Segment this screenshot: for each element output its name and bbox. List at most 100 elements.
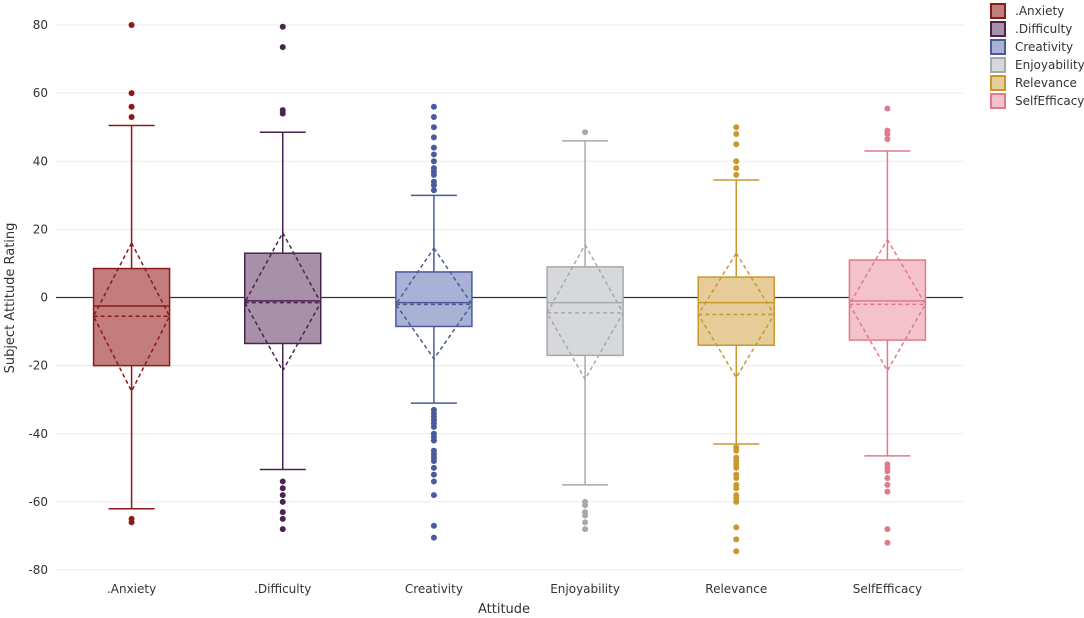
outlier-point [884,481,891,488]
legend-label: SelfEfficacy [1015,94,1084,108]
legend-item-4[interactable]: Relevance [990,75,1077,91]
outlier-point [128,90,135,97]
box-group-1[interactable] [243,23,322,533]
outlier-point [733,485,740,492]
outlier-point [430,182,437,189]
outlier-point [430,103,437,110]
iqr-box [92,267,171,367]
iqr-box [244,252,322,345]
outlier-point [884,468,891,475]
outlier-point [128,103,135,110]
outlier-point [884,526,891,533]
outlier-point [430,471,437,478]
iqr-box [697,276,775,346]
outlier-point [128,22,135,28]
outlier-point [582,519,589,526]
outlier-point [884,131,891,137]
legend-item-3[interactable]: Enjoyability [990,57,1084,73]
outlier-point [733,498,740,505]
y-tick-label: -20 [28,359,48,373]
x-tick-label: .Difficulty [254,582,311,596]
outlier-point [430,134,437,141]
iqr-box [546,266,624,357]
y-tick-label: 60 [33,86,48,100]
y-axis-title: Subject Attitude Rating [3,223,18,374]
outlier-point [733,141,740,148]
outlier-point [430,478,437,485]
y-tick-label: -40 [28,427,48,441]
outlier-point [733,131,740,137]
legend-label: Enjoyability [1015,58,1084,72]
outlier-point [279,110,286,117]
y-tick-label: 80 [33,18,48,32]
iqr-box [848,259,927,341]
y-tick-label: 0 [40,291,48,305]
outlier-point [884,539,891,546]
box-group-5[interactable] [848,105,927,546]
outlier-point [430,423,437,430]
outlier-point [279,44,286,51]
outlier-point [279,498,286,505]
y-tick-label: -60 [28,495,48,509]
outlier-point [430,144,437,151]
x-axis-ticks: .Anxiety .Difficulty Creativity Enjoyabilit… [107,582,922,596]
outlier-point [430,171,437,178]
outlier-point [430,113,437,120]
outlier-point [733,475,740,482]
boxes [92,22,927,555]
legend-swatch [990,21,1006,37]
outlier-point [733,447,740,454]
x-tick-label: .Anxiety [107,582,156,596]
outlier-point [884,136,891,143]
legend[interactable]: .Anxiety .Difficulty Creativity Enjoyabilit… [990,3,1084,109]
legend-item-2[interactable]: Creativity [990,39,1073,55]
outlier-point [128,113,135,120]
legend-swatch [990,3,1006,19]
outlier-point [884,105,891,112]
x-tick-label: Relevance [705,582,767,596]
outlier-point [279,485,286,492]
outlier-point [733,536,740,543]
x-tick-label: Enjoyability [550,582,620,596]
iqr-box [395,271,473,328]
outlier-point [430,437,437,444]
legend-label: .Anxiety [1015,4,1064,18]
y-tick-label: 20 [33,222,48,236]
outlier-point [430,534,437,541]
box-group-4[interactable] [697,124,776,555]
legend-item-5[interactable]: SelfEfficacy [990,93,1084,109]
outlier-point [733,524,740,531]
outlier-point [430,158,437,165]
legend-item-0[interactable]: .Anxiety [990,3,1064,19]
outlier-point [430,522,437,529]
legend-label: .Difficulty [1015,22,1072,36]
outlier-point [430,187,437,194]
outlier-point [430,124,437,131]
outlier-point [733,158,740,165]
outlier-point [279,509,286,516]
y-tick-label: 40 [33,154,48,168]
box-group-3[interactable] [546,129,624,533]
box-group-2[interactable] [395,103,473,541]
legend-swatch [990,93,1006,109]
outlier-point [733,171,740,178]
outlier-point [884,475,891,482]
outlier-point [430,464,437,471]
legend-label: Creativity [1015,40,1073,54]
outlier-point [733,548,740,555]
outlier-point [733,464,740,471]
box-group-0[interactable] [92,22,171,526]
legend-item-1[interactable]: .Difficulty [990,21,1072,37]
outlier-point [884,488,891,495]
sd-diamond [848,238,927,373]
outlier-point [279,23,286,30]
legend-swatch [990,39,1006,55]
outlier-point [582,512,589,519]
outlier-point [733,124,740,131]
outlier-point [279,526,286,533]
x-tick-label: SelfEfficacy [853,582,922,596]
outlier-point [430,492,437,499]
y-tick-label: -80 [28,563,48,577]
outlier-point [733,165,740,172]
